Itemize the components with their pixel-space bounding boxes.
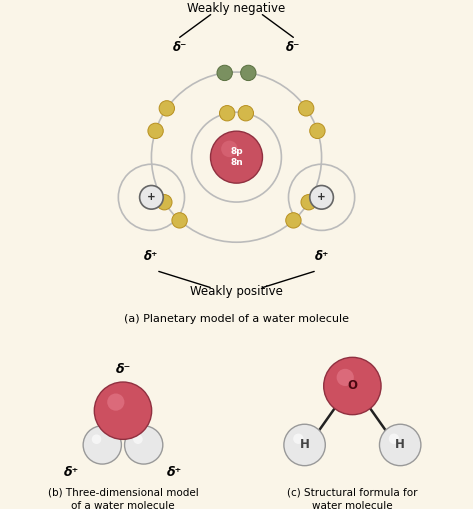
Circle shape	[124, 426, 163, 464]
Text: δ⁺: δ⁺	[63, 466, 79, 478]
Circle shape	[310, 123, 325, 138]
Circle shape	[293, 434, 304, 444]
Text: H: H	[395, 438, 405, 451]
Text: δ⁺: δ⁺	[315, 250, 329, 263]
Circle shape	[219, 105, 235, 121]
Text: O: O	[347, 380, 358, 392]
Circle shape	[286, 213, 301, 228]
Text: Weakly negative: Weakly negative	[187, 2, 286, 15]
Circle shape	[140, 185, 163, 209]
Circle shape	[389, 434, 399, 444]
Text: δ⁺: δ⁺	[167, 466, 183, 478]
Circle shape	[221, 140, 237, 157]
Circle shape	[301, 194, 316, 210]
Circle shape	[324, 357, 381, 415]
Text: (b) Three-dimensional model
of a water molecule: (b) Three-dimensional model of a water m…	[48, 488, 198, 509]
Text: (a) Planetary model of a water molecule: (a) Planetary model of a water molecule	[124, 314, 349, 324]
Text: 8p
8n: 8p 8n	[230, 147, 243, 167]
Circle shape	[133, 435, 143, 444]
Text: (c) Structural formula for
water molecule: (c) Structural formula for water molecul…	[287, 488, 418, 509]
Circle shape	[241, 65, 256, 80]
Text: δ⁻: δ⁻	[173, 41, 187, 54]
Circle shape	[217, 65, 232, 80]
Circle shape	[92, 435, 101, 444]
Circle shape	[210, 131, 263, 183]
Circle shape	[157, 194, 172, 210]
Circle shape	[94, 382, 152, 439]
Circle shape	[107, 393, 124, 411]
Circle shape	[298, 101, 314, 116]
Text: +: +	[147, 192, 156, 203]
Text: δ⁺: δ⁺	[144, 250, 158, 263]
Circle shape	[172, 213, 187, 228]
Circle shape	[148, 123, 163, 138]
Circle shape	[83, 426, 122, 464]
Text: H: H	[300, 438, 309, 451]
Text: δ⁻: δ⁻	[115, 363, 131, 377]
Circle shape	[238, 105, 254, 121]
Text: Weakly positive: Weakly positive	[190, 286, 283, 298]
Circle shape	[379, 424, 421, 466]
Circle shape	[159, 101, 175, 116]
Text: δ⁻: δ⁻	[286, 41, 300, 54]
Text: +: +	[317, 192, 326, 203]
Circle shape	[337, 369, 354, 386]
Circle shape	[284, 424, 325, 466]
Circle shape	[310, 185, 333, 209]
